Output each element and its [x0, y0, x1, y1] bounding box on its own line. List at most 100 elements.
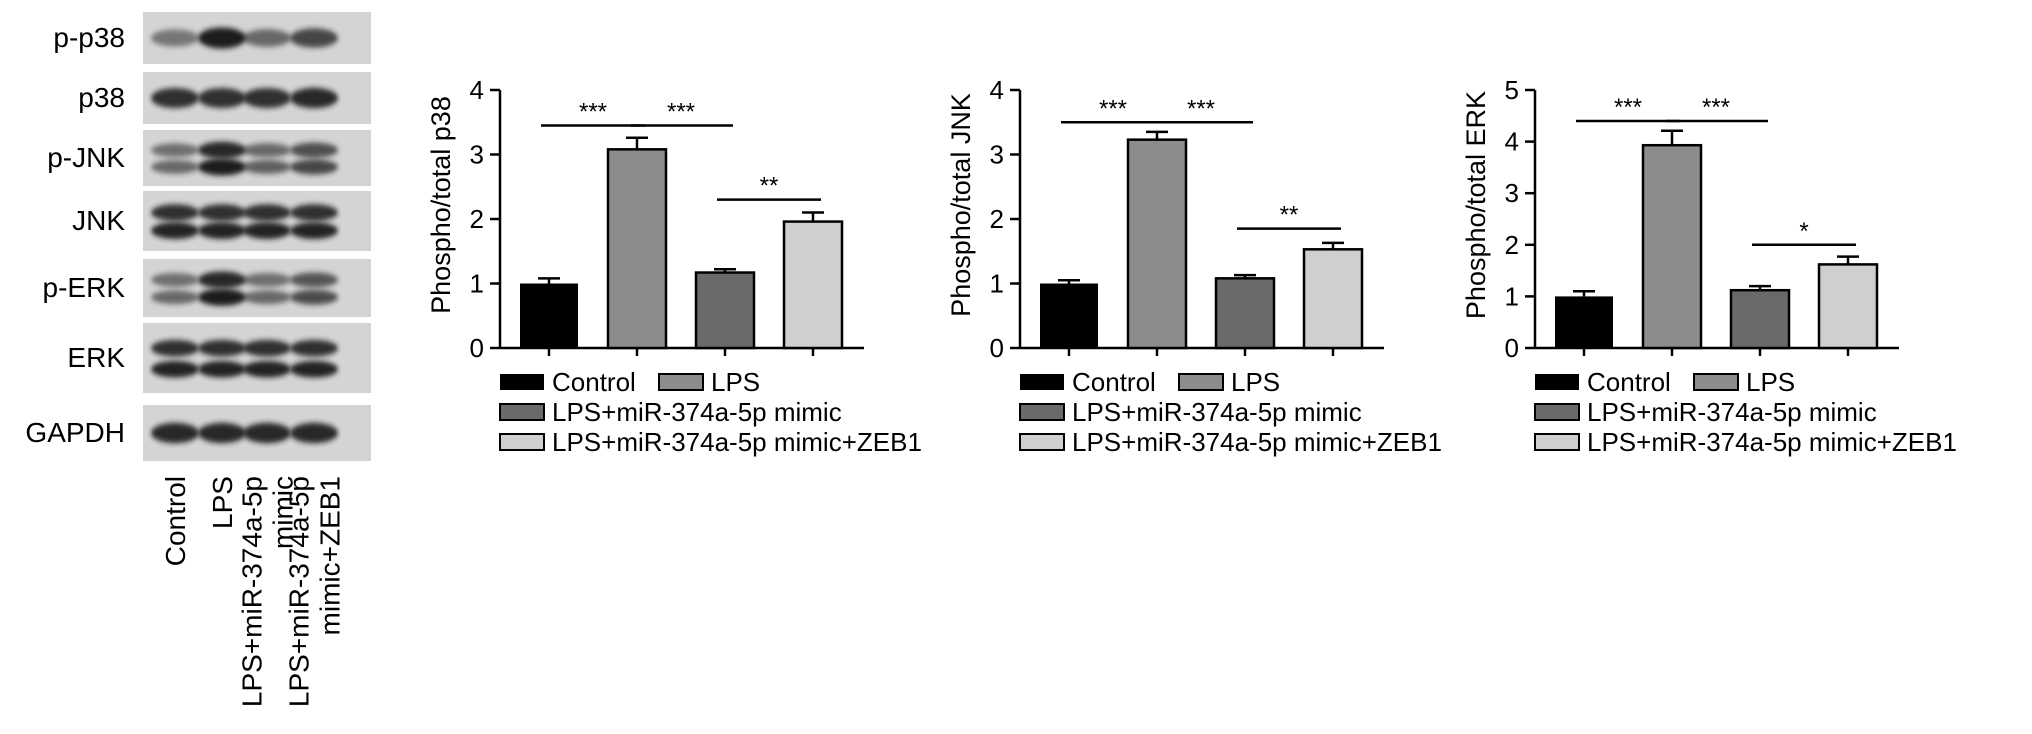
blot-lane-label: LPS: [207, 476, 238, 529]
blot-band: [198, 271, 246, 289]
blot-band: [198, 27, 246, 49]
y-axis-label: Phospho/total p38: [426, 96, 456, 314]
blot-row-label: JNK: [72, 205, 125, 236]
blot-band: [151, 290, 199, 305]
y-tick-label: 4: [1505, 127, 1519, 157]
blot-band: [243, 339, 291, 357]
legend-swatch-mimic_zeb1: [1019, 433, 1065, 451]
legend-swatch-lps: [658, 373, 704, 391]
bar-control: [1040, 283, 1098, 348]
legend-swatch-control: [500, 374, 544, 390]
blot-band: [198, 87, 246, 109]
blot-band: [151, 339, 199, 357]
blot-band: [198, 339, 246, 357]
blot-row-label: p-p38: [53, 22, 125, 53]
blot-lane-label: mimic+ZEB1: [315, 476, 346, 635]
legend-swatch-mimic: [1019, 403, 1065, 421]
blot-band: [290, 87, 338, 109]
blot-band: [198, 422, 246, 444]
legend-swatch-control: [1020, 374, 1064, 390]
blot-band: [290, 159, 338, 175]
blot-band: [198, 360, 246, 378]
blot-membrane: [143, 130, 371, 186]
significance-label: ***: [1614, 94, 1642, 121]
legend-label: LPS+miR-374a-5p mimic+ZEB1: [552, 427, 922, 457]
blot-row-p38: p38: [78, 72, 371, 124]
legend-label: Control: [1587, 367, 1671, 397]
y-tick-label: 4: [990, 75, 1004, 105]
significance-label: **: [760, 173, 779, 200]
blot-band: [290, 222, 338, 239]
legend-swatch-control: [1535, 374, 1579, 390]
blot-row-p-jnk: p-JNK: [47, 130, 371, 186]
legend-swatch-lps: [1178, 373, 1224, 391]
blot-row-label: p-JNK: [47, 142, 125, 173]
blot-band: [151, 222, 199, 239]
blot-row-label: p-ERK: [43, 272, 126, 303]
blot-row-label: GAPDH: [25, 417, 125, 448]
blot-band: [151, 360, 199, 378]
bar-control: [520, 283, 578, 348]
y-tick-label: 1: [1505, 281, 1519, 311]
significance-label: ***: [1702, 94, 1730, 121]
y-tick-label: 2: [1505, 230, 1519, 260]
blot-membrane: [143, 259, 371, 317]
significance-label: ***: [579, 98, 607, 125]
y-tick-label: 2: [470, 204, 484, 234]
blot-band: [290, 289, 338, 305]
blot-lane-label: LPS+miR-374a-5p: [284, 476, 315, 707]
legend-label: LPS+miR-374a-5p mimic+ZEB1: [1587, 427, 1957, 457]
blot-band: [243, 29, 291, 47]
bar-mimic_zeb1: [782, 220, 844, 350]
blot-band: [151, 422, 199, 444]
blot-row-label: p38: [78, 82, 125, 113]
y-axis-label: Phospho/total ERK: [1461, 91, 1491, 319]
blot-band: [290, 28, 338, 48]
blot-band: [243, 222, 291, 239]
y-tick-label: 3: [470, 140, 484, 170]
blot-band: [151, 87, 199, 109]
blot-band: [198, 222, 246, 239]
bar-lps: [606, 148, 668, 350]
legend-label: Control: [552, 367, 636, 397]
blot-band: [243, 290, 291, 305]
blot-band: [290, 339, 338, 357]
blot-row-label: ERK: [67, 342, 125, 373]
blot-band: [198, 288, 246, 306]
blot-lane-label: LPS+miR-374a-5p: [237, 476, 268, 707]
blot-band: [243, 87, 291, 109]
legend-swatch-mimic_zeb1: [499, 433, 545, 451]
blot-band: [243, 143, 291, 158]
legend-swatch-mimic_zeb1: [1534, 433, 1580, 451]
legend-label: Control: [1072, 367, 1156, 397]
blot-row-gapdh: GAPDH: [25, 405, 371, 461]
significance-label: ***: [1187, 95, 1215, 122]
blot-band: [151, 160, 199, 174]
y-tick-label: 0: [990, 333, 1004, 363]
bar-mimic_zeb1: [1302, 248, 1364, 350]
y-tick-label: 3: [1505, 178, 1519, 208]
blot-band: [290, 272, 338, 288]
blot-band: [290, 360, 338, 378]
y-tick-label: 4: [470, 75, 484, 105]
blot-row-jnk: JNK: [72, 191, 371, 251]
y-axis-label: Phospho/total JNK: [946, 93, 976, 317]
western-blot-panel: p-p38 p38 p-JNK JNK p-ERK ERK GAPDH Control LPS…: [25, 12, 371, 707]
legend-label: LPS: [1746, 367, 1795, 397]
bar-lps: [1126, 138, 1188, 350]
blot-row-erk: ERK: [67, 323, 371, 393]
blot-band: [151, 143, 199, 158]
blot-band: [151, 29, 199, 47]
legend-label: LPS: [711, 367, 760, 397]
blot-band: [243, 273, 291, 287]
blot-band: [243, 204, 291, 221]
significance-label: *: [1799, 218, 1808, 245]
bar-mimic_zeb1: [1817, 263, 1879, 350]
bar-mimic: [1729, 288, 1791, 350]
